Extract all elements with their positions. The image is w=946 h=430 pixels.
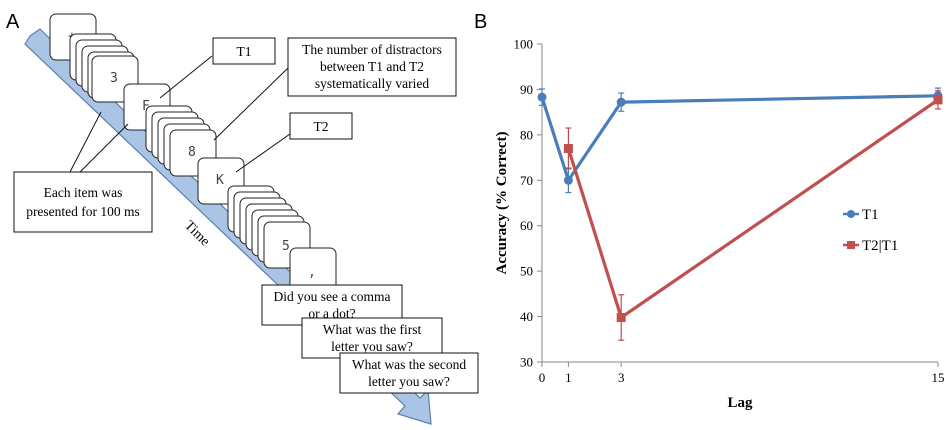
- question-3-box: [339, 352, 479, 394]
- data-point: [537, 92, 547, 102]
- question-2-line-1: What was the first: [323, 322, 422, 337]
- question-3-line-1: What was the second: [352, 357, 467, 372]
- duration-connector-2: [79, 123, 129, 173]
- card-final-symbol: ,: [308, 265, 316, 280]
- card-t2-symbol: K: [216, 173, 224, 188]
- y-tick-label: 60: [520, 218, 533, 233]
- legend-swatch-marker: [847, 210, 855, 218]
- distractor-callout-box: [287, 37, 457, 97]
- y-tick-label: 100: [514, 37, 534, 52]
- x-tick-label: 15: [932, 370, 945, 385]
- question-1-line-2: or a dot?: [308, 306, 355, 321]
- y-tick-label: 90: [520, 82, 533, 97]
- legend-swatch-marker: [847, 241, 855, 249]
- distractor-connector: [213, 67, 289, 141]
- card-distractor-symbol: 8: [188, 145, 196, 160]
- card-t1-symbol: F: [142, 99, 150, 114]
- duration-callout-line-1: Each item was: [44, 185, 123, 200]
- data-point: [563, 175, 573, 185]
- x-axis-title: Lag: [727, 395, 753, 411]
- question-2-box: [301, 317, 443, 359]
- duration-connector-1: [69, 111, 102, 173]
- t2-callout-text: T2: [314, 119, 329, 134]
- t1-callout-box: [212, 37, 276, 65]
- card-stack-1: + 3: [49, 13, 139, 103]
- panel-a-label: A: [6, 11, 20, 33]
- x-tick-label: 1: [565, 370, 572, 385]
- data-point: [563, 143, 573, 153]
- y-tick-label: 70: [520, 173, 533, 188]
- data-point: [933, 95, 943, 105]
- data-point: [616, 97, 626, 107]
- card-distractor-symbol: 5: [282, 239, 290, 254]
- series-line-1: [566, 98, 939, 320]
- accuracy-line-chart: 30 40 50 60 70 80 90 100 0 1 3 15 Lag Accuracy (% Cor…: [494, 37, 945, 412]
- y-tick-label: 30: [520, 355, 533, 370]
- t1-callout-text: T1: [237, 44, 252, 59]
- duration-callout-box: [13, 171, 153, 233]
- question-1-line-1: Did you see a comma: [274, 289, 391, 304]
- distractor-callout-line-1: The number of distractors: [302, 42, 442, 57]
- x-tick-label: 0: [539, 370, 546, 385]
- t1-connector: [159, 55, 213, 99]
- t2-callout-box: [289, 112, 353, 140]
- card-stack-3: 5: [227, 185, 311, 269]
- card-distractor-symbol: 3: [110, 71, 118, 86]
- distractor-callout-line-3: systematically varied: [315, 76, 430, 91]
- data-point: [616, 312, 626, 322]
- x-tick-label: 3: [618, 370, 625, 385]
- y-tick-label: 50: [520, 264, 533, 279]
- y-tick-label: 40: [520, 309, 533, 324]
- legend-label: T2|T1: [862, 238, 898, 254]
- panel-b: B 30 40 50 60 70 80 90 100 0 1 3 15 Lag Accuracy (% C…: [474, 11, 945, 411]
- t2-connector: [235, 133, 291, 173]
- question-3-line-2: letter you saw?: [368, 374, 450, 389]
- legend-label: T1: [862, 207, 879, 223]
- series-line-0: [540, 94, 939, 182]
- duration-callout-line-2: presented for 100 ms: [26, 204, 140, 219]
- y-tick-label: 80: [520, 127, 533, 142]
- question-2-line-2: letter you saw?: [331, 339, 413, 354]
- y-axis-title: Accuracy (% Correct): [494, 132, 510, 275]
- panel-b-label: B: [474, 11, 487, 33]
- time-label: Time: [181, 218, 212, 249]
- distractor-callout-line-2: between T1 and T2: [320, 59, 424, 74]
- card-stack-2: 8: [145, 105, 217, 177]
- panel-a: A Time + 3 F 8 K: [6, 11, 479, 425]
